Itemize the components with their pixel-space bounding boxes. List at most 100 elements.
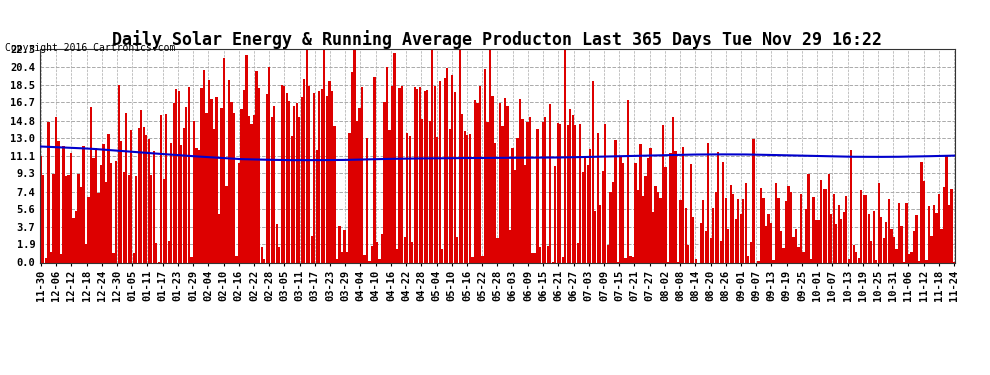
Bar (517, 138, 519, 262)
Bar (931, 236, 933, 262)
Bar (146, 135, 148, 262)
Bar (908, 254, 910, 262)
Bar (522, 119, 524, 262)
Bar (296, 103, 298, 262)
Bar (399, 88, 401, 262)
Bar (350, 72, 353, 262)
Bar (193, 120, 195, 262)
Bar (43, 175, 45, 262)
Bar (82, 146, 84, 262)
Bar (700, 223, 702, 262)
Bar (178, 91, 180, 262)
Bar (830, 214, 833, 262)
Bar (564, 49, 566, 262)
Bar (936, 213, 938, 262)
Bar (228, 80, 230, 262)
Bar (644, 176, 646, 262)
Bar (862, 195, 865, 262)
Bar (391, 86, 393, 262)
Bar (529, 117, 532, 262)
Bar (355, 121, 358, 262)
Bar (479, 86, 481, 262)
Bar (534, 253, 537, 262)
Bar (341, 252, 344, 262)
Bar (353, 49, 355, 262)
Bar (421, 118, 424, 262)
Bar (556, 123, 558, 262)
Bar (308, 86, 311, 262)
Bar (576, 243, 579, 262)
Bar (426, 90, 429, 262)
Bar (527, 122, 529, 262)
Bar (358, 108, 360, 262)
Bar (945, 155, 947, 262)
Bar (113, 252, 115, 262)
Bar (100, 165, 102, 262)
Bar (845, 196, 847, 262)
Bar (383, 102, 386, 262)
Bar (486, 122, 489, 262)
Bar (102, 144, 105, 262)
Bar (489, 49, 491, 262)
Bar (59, 254, 62, 262)
Bar (323, 49, 326, 262)
Bar (587, 165, 589, 262)
Bar (90, 107, 92, 262)
Bar (742, 199, 744, 262)
Bar (542, 122, 544, 262)
Bar (172, 103, 175, 262)
Bar (532, 253, 534, 262)
Bar (561, 257, 564, 262)
Bar (679, 200, 682, 262)
Bar (808, 174, 810, 262)
Bar (218, 214, 220, 262)
Bar (50, 252, 52, 262)
Bar (57, 141, 59, 262)
Bar (165, 114, 167, 262)
Bar (260, 247, 262, 262)
Bar (725, 198, 727, 262)
Bar (913, 231, 915, 262)
Bar (85, 244, 87, 262)
Bar (150, 175, 152, 262)
Bar (728, 229, 730, 262)
Bar (268, 67, 270, 262)
Bar (311, 236, 313, 262)
Bar (468, 134, 471, 262)
Bar (554, 166, 556, 262)
Bar (765, 226, 767, 262)
Bar (411, 242, 413, 262)
Bar (72, 218, 74, 262)
Bar (674, 152, 677, 262)
Bar (559, 124, 561, 262)
Bar (280, 85, 283, 262)
Bar (599, 205, 602, 262)
Bar (291, 136, 293, 262)
Bar (344, 230, 346, 262)
Bar (775, 183, 777, 262)
Bar (649, 148, 651, 262)
Bar (226, 186, 228, 262)
Bar (620, 156, 622, 262)
Bar (785, 201, 787, 262)
Bar (592, 81, 594, 262)
Bar (544, 117, 546, 262)
Bar (637, 190, 640, 262)
Bar (456, 237, 458, 262)
Bar (183, 128, 185, 262)
Bar (97, 193, 100, 262)
Bar (940, 229, 942, 262)
Bar (712, 209, 715, 262)
Bar (95, 148, 97, 262)
Bar (757, 261, 759, 262)
Bar (125, 114, 128, 262)
Bar (622, 162, 624, 262)
Bar (198, 150, 200, 262)
Bar (48, 122, 50, 262)
Bar (803, 252, 805, 262)
Bar (717, 152, 720, 262)
Bar (612, 182, 614, 262)
Bar (604, 124, 607, 262)
Bar (396, 249, 398, 262)
Bar (740, 214, 742, 262)
